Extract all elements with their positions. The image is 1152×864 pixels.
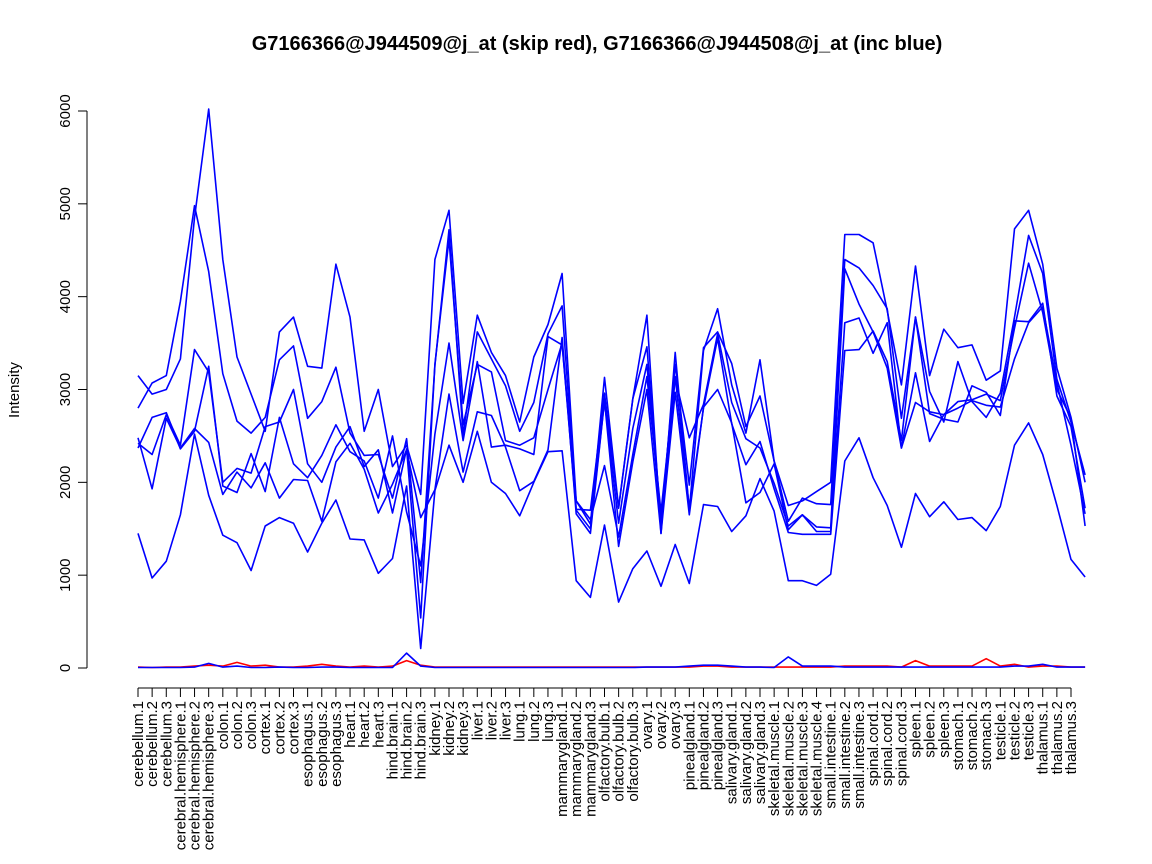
x-tick-label: spleen.3 — [936, 701, 953, 758]
x-tick-label: small.intestine.2 — [837, 701, 854, 809]
x-tick-label: skeletal.muscle.2 — [780, 701, 797, 816]
x-tick-label: kidney.1 — [427, 701, 444, 756]
x-tick-label: skeletal.muscle.3 — [794, 701, 811, 816]
x-tick-label: salivary.gland.1 — [724, 701, 741, 804]
x-tick-label: olfactory.bulb.2 — [611, 701, 628, 802]
x-tick-label: lung.2 — [526, 701, 543, 742]
x-tick-label: testicle.1 — [992, 701, 1009, 760]
x-tick-label: stomach.1 — [950, 701, 967, 770]
y-tick-label: 1000 — [57, 558, 74, 591]
x-tick-label: hind.brain.1 — [384, 701, 401, 779]
x-tick-label: cerebral.hemisphere.2 — [187, 701, 204, 850]
y-tick-label: 5000 — [57, 187, 74, 220]
x-tick-label: pinealgland.2 — [695, 701, 712, 790]
series-line-4 — [137, 302, 1086, 567]
x-tick-label: spinal.cord.1 — [865, 701, 882, 786]
x-tick-label: small.intestine.3 — [851, 701, 868, 809]
x-tick-label: stomach.3 — [978, 701, 995, 770]
series-line-7 — [137, 657, 1086, 669]
y-axis-label: Intensity — [6, 362, 23, 418]
y-tick-label: 0 — [57, 664, 74, 672]
x-tick-label: liver.3 — [498, 701, 515, 740]
x-tick-label: spleen.1 — [908, 701, 925, 758]
x-tick-label: cerebral.hemisphere.3 — [201, 701, 218, 850]
y-tick-label: 6000 — [57, 94, 74, 127]
x-tick-label: mammarygland.1 — [554, 701, 571, 817]
x-tick-label: spinal.cord.3 — [893, 701, 910, 786]
series-line-8 — [138, 652, 1086, 669]
x-tick-label: esophagus.3 — [328, 701, 345, 787]
x-tick-label: cerebellum.3 — [158, 701, 175, 787]
x-tick-label: liver.1 — [469, 701, 486, 740]
series-group — [137, 108, 1086, 669]
x-tick-label: testicle.3 — [1021, 701, 1038, 760]
x-tick-label: cerebellum.1 — [130, 701, 147, 787]
series-line-5 — [137, 262, 1086, 548]
x-tick-label: mammarygland.3 — [582, 701, 599, 817]
x-tick-label: skeletal.muscle.1 — [766, 701, 783, 816]
x-axis: cerebellum.1cerebellum.2cerebellum.3cere… — [130, 687, 1080, 850]
x-tick-label: ovary.2 — [653, 701, 670, 749]
x-tick-label: esophagus.1 — [300, 701, 317, 787]
x-tick-label: colon.2 — [229, 701, 246, 749]
x-tick-label: cortex.1 — [257, 701, 274, 754]
x-tick-label: pinealgland.3 — [710, 701, 727, 790]
x-tick-label: spleen.2 — [922, 701, 939, 758]
x-tick-label: skeletal.muscle.4 — [809, 701, 826, 816]
y-axis: 0 1000 2000 3000 4000 5000 6000 — [57, 94, 88, 672]
x-tick-label: liver.2 — [483, 701, 500, 740]
x-tick-label: spinal.cord.2 — [879, 701, 896, 786]
x-tick-label: pinealgland.1 — [681, 701, 698, 790]
x-tick-label: colon.3 — [243, 701, 260, 749]
chart-title: G7166366@J944509@j_at (skip red), G71663… — [252, 33, 943, 55]
x-tick-label: esophagus.2 — [314, 701, 331, 787]
x-tick-label: ovary.3 — [667, 701, 684, 749]
x-tick-label: hind.brain.3 — [413, 701, 430, 779]
x-tick-label: colon.1 — [215, 701, 232, 749]
y-tick-label: 3000 — [57, 373, 74, 406]
x-tick-label: thalamus.2 — [1049, 701, 1066, 774]
x-tick-label: olfactory.bulb.1 — [597, 701, 614, 802]
x-tick-label: thalamus.1 — [1035, 701, 1052, 774]
x-tick-label: cortex.3 — [286, 701, 303, 754]
x-tick-label: heart.3 — [370, 701, 387, 748]
x-tick-label: stomach.2 — [964, 701, 981, 770]
x-tick-label: lung.3 — [540, 701, 557, 742]
x-tick-label: salivary.gland.3 — [752, 701, 769, 804]
series-line-1 — [137, 108, 1086, 535]
x-tick-label: heart.2 — [356, 701, 373, 748]
x-tick-label: olfactory.bulb.3 — [625, 701, 642, 802]
x-tick-label: kidney.3 — [455, 701, 472, 756]
x-tick-label: thalamus.3 — [1063, 701, 1080, 774]
x-tick-label: ovary.1 — [639, 701, 656, 749]
x-tick-label: testicle.2 — [1006, 701, 1023, 760]
x-tick-label: lung.1 — [512, 701, 529, 742]
x-tick-label: cortex.2 — [271, 701, 288, 754]
x-tick-label: kidney.2 — [441, 701, 458, 756]
series-line-3 — [137, 238, 1086, 619]
x-tick-label: small.intestine.1 — [823, 701, 840, 809]
x-tick-label: hind.brain.2 — [399, 701, 416, 779]
x-tick-label: mammarygland.2 — [568, 701, 585, 817]
x-tick-label: salivary.gland.2 — [738, 701, 755, 804]
y-tick-label: 2000 — [57, 466, 74, 499]
y-tick-label: 4000 — [57, 280, 74, 313]
series-line-2 — [137, 204, 1086, 584]
x-tick-label: cerebellum.2 — [144, 701, 161, 787]
series-line-6 — [137, 422, 1086, 650]
x-tick-label: heart.1 — [342, 701, 359, 748]
x-tick-label: cerebral.hemisphere.1 — [172, 701, 189, 850]
